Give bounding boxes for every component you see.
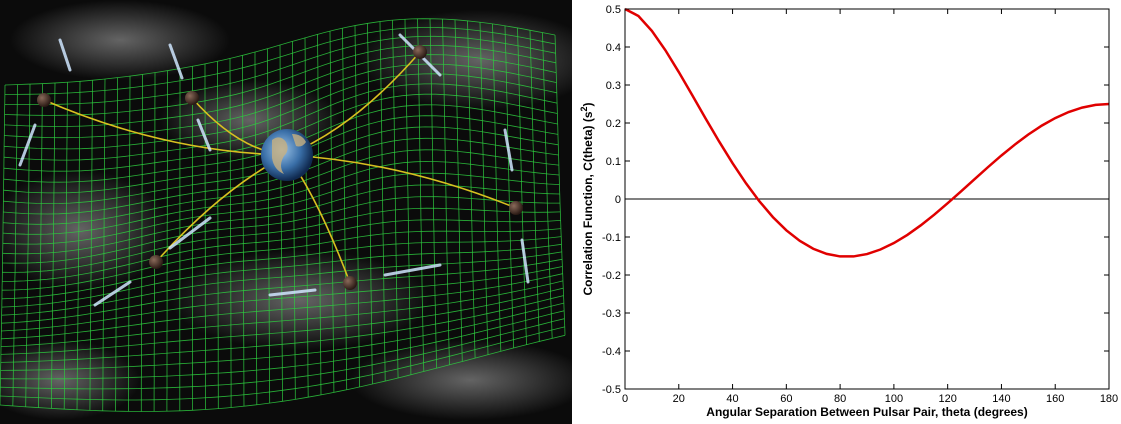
mesh-line — [0, 334, 566, 412]
mesh-line — [0, 326, 565, 401]
x-tick-label: 140 — [992, 393, 1010, 405]
mesh-line — [4, 27, 556, 95]
pulsar-beam — [503, 128, 514, 172]
pulsar-beam — [18, 123, 37, 167]
x-tick-label: 40 — [726, 393, 738, 405]
pulsar — [343, 276, 357, 290]
mesh-line — [0, 302, 564, 371]
pulsar-beam — [268, 288, 317, 297]
mesh-line — [0, 287, 564, 355]
y-tick-label: 0.3 — [606, 80, 621, 92]
x-tick-label: 60 — [780, 393, 792, 405]
pulsar-beam — [168, 216, 212, 250]
mesh-line — [1, 273, 563, 340]
curve — [624, 7, 1110, 258]
mesh-line — [204, 63, 206, 410]
mesh-line — [2, 207, 561, 273]
y-tick-label: -0.2 — [602, 270, 621, 282]
y-tick-label: 0.1 — [606, 156, 621, 168]
y-tick-label: -0.1 — [602, 232, 621, 244]
y-tick-label: -0.3 — [602, 308, 621, 320]
pulsar-beam — [58, 38, 72, 72]
pulsar-beam — [196, 118, 212, 152]
y-tick-label: 0.2 — [606, 118, 621, 130]
earth — [261, 129, 313, 181]
mesh-line — [4, 54, 557, 127]
pulsar-beam — [93, 280, 132, 307]
y-tick-label: 0.4 — [606, 42, 621, 54]
mesh-line — [2, 219, 561, 282]
y-axis-label-sup: 2 — [579, 106, 589, 111]
mesh-line — [4, 73, 557, 150]
mesh-line — [3, 83, 558, 161]
x-tick-label: 160 — [1046, 393, 1064, 405]
mesh-line — [0, 295, 564, 363]
x-tick-label: 20 — [673, 393, 685, 405]
signal-path — [43, 99, 288, 156]
mesh-line — [4, 35, 556, 105]
pulsar-beam — [168, 43, 184, 80]
pulsar — [413, 45, 427, 59]
y-tick-label: -0.4 — [602, 346, 621, 358]
mesh-line — [0, 280, 563, 347]
mesh-line — [2, 184, 560, 255]
x-tick-label: 120 — [938, 393, 956, 405]
mesh-line — [4, 45, 556, 116]
mesh-line — [1, 266, 563, 332]
x-tick-label: 180 — [1100, 393, 1118, 405]
mesh-line — [2, 196, 560, 264]
signal-path — [286, 154, 517, 209]
mesh-line — [0, 318, 565, 390]
pulsar-beam — [520, 238, 530, 284]
cloud — [10, 0, 230, 80]
mesh-line — [3, 149, 559, 225]
mesh-line — [2, 172, 560, 245]
axes-frame — [624, 8, 1110, 390]
pulsar — [149, 255, 163, 269]
pulsar — [185, 91, 199, 105]
y-tick-label: 0.5 — [606, 4, 621, 16]
mesh-line — [4, 63, 557, 139]
mesh-line — [0, 310, 565, 380]
cloud — [350, 340, 572, 420]
x-axis-label: Angular Separation Between Pulsar Pair, … — [706, 405, 1027, 419]
mesh-line — [4, 18, 556, 86]
x-tick-label: 80 — [834, 393, 846, 405]
y-tick-label: 0 — [615, 194, 621, 206]
earth-land — [272, 134, 306, 174]
illustration — [0, 0, 572, 424]
cloud — [170, 250, 430, 350]
pulsar-beam — [383, 263, 442, 277]
pulsar — [509, 201, 523, 215]
mesh-line — [1, 258, 563, 324]
mesh-line — [2, 228, 561, 291]
y-axis-label-end: ) — [581, 102, 595, 106]
x-tick-label: 100 — [885, 393, 903, 405]
chart: Angular Separation Between Pulsar Pair, … — [579, 4, 1118, 419]
y-axis-label-text: Correlation Function, C(theta) (s — [581, 111, 595, 295]
cloud — [0, 170, 170, 290]
x-tick-label: 0 — [622, 393, 628, 405]
mesh-line — [1, 236, 562, 300]
pulsar — [37, 93, 51, 107]
y-axis-label: Correlation Function, C(theta) (s2) — [579, 102, 595, 295]
mesh-line — [1, 243, 562, 308]
mesh-line — [2, 160, 560, 235]
y-tick-label: -0.5 — [602, 384, 621, 396]
